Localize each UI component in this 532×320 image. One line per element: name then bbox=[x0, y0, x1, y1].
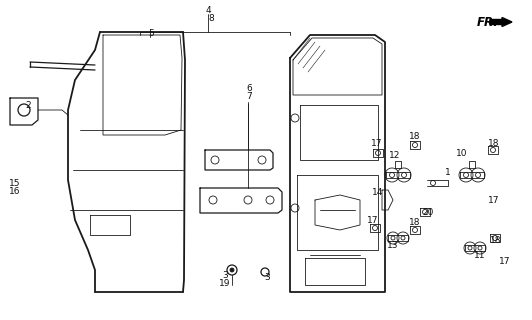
Text: 17: 17 bbox=[371, 139, 383, 148]
Text: 20: 20 bbox=[422, 207, 434, 217]
Text: 10: 10 bbox=[456, 148, 468, 157]
Text: 3: 3 bbox=[264, 273, 270, 282]
Text: 5: 5 bbox=[148, 28, 154, 37]
Text: 7: 7 bbox=[246, 92, 252, 100]
Text: 17: 17 bbox=[367, 215, 379, 225]
Text: 13: 13 bbox=[387, 241, 399, 250]
Text: FR.: FR. bbox=[477, 15, 498, 28]
Text: 2: 2 bbox=[25, 100, 31, 109]
Text: 4: 4 bbox=[205, 5, 211, 14]
Text: 6: 6 bbox=[246, 84, 252, 92]
Text: 18: 18 bbox=[488, 139, 500, 148]
Text: 15: 15 bbox=[9, 179, 21, 188]
Text: 19: 19 bbox=[219, 278, 231, 287]
Text: 3: 3 bbox=[222, 270, 228, 279]
Text: 8: 8 bbox=[208, 13, 214, 22]
Text: 1: 1 bbox=[445, 167, 451, 177]
Text: 17: 17 bbox=[499, 258, 511, 267]
Text: 18: 18 bbox=[491, 236, 502, 244]
Text: 18: 18 bbox=[409, 218, 421, 227]
FancyArrow shape bbox=[490, 18, 512, 27]
Text: 12: 12 bbox=[389, 150, 401, 159]
Text: 18: 18 bbox=[409, 132, 421, 140]
Text: 16: 16 bbox=[9, 187, 21, 196]
Text: 11: 11 bbox=[474, 251, 486, 260]
Text: 17: 17 bbox=[488, 196, 500, 204]
Text: 14: 14 bbox=[372, 188, 384, 196]
Circle shape bbox=[230, 268, 234, 272]
